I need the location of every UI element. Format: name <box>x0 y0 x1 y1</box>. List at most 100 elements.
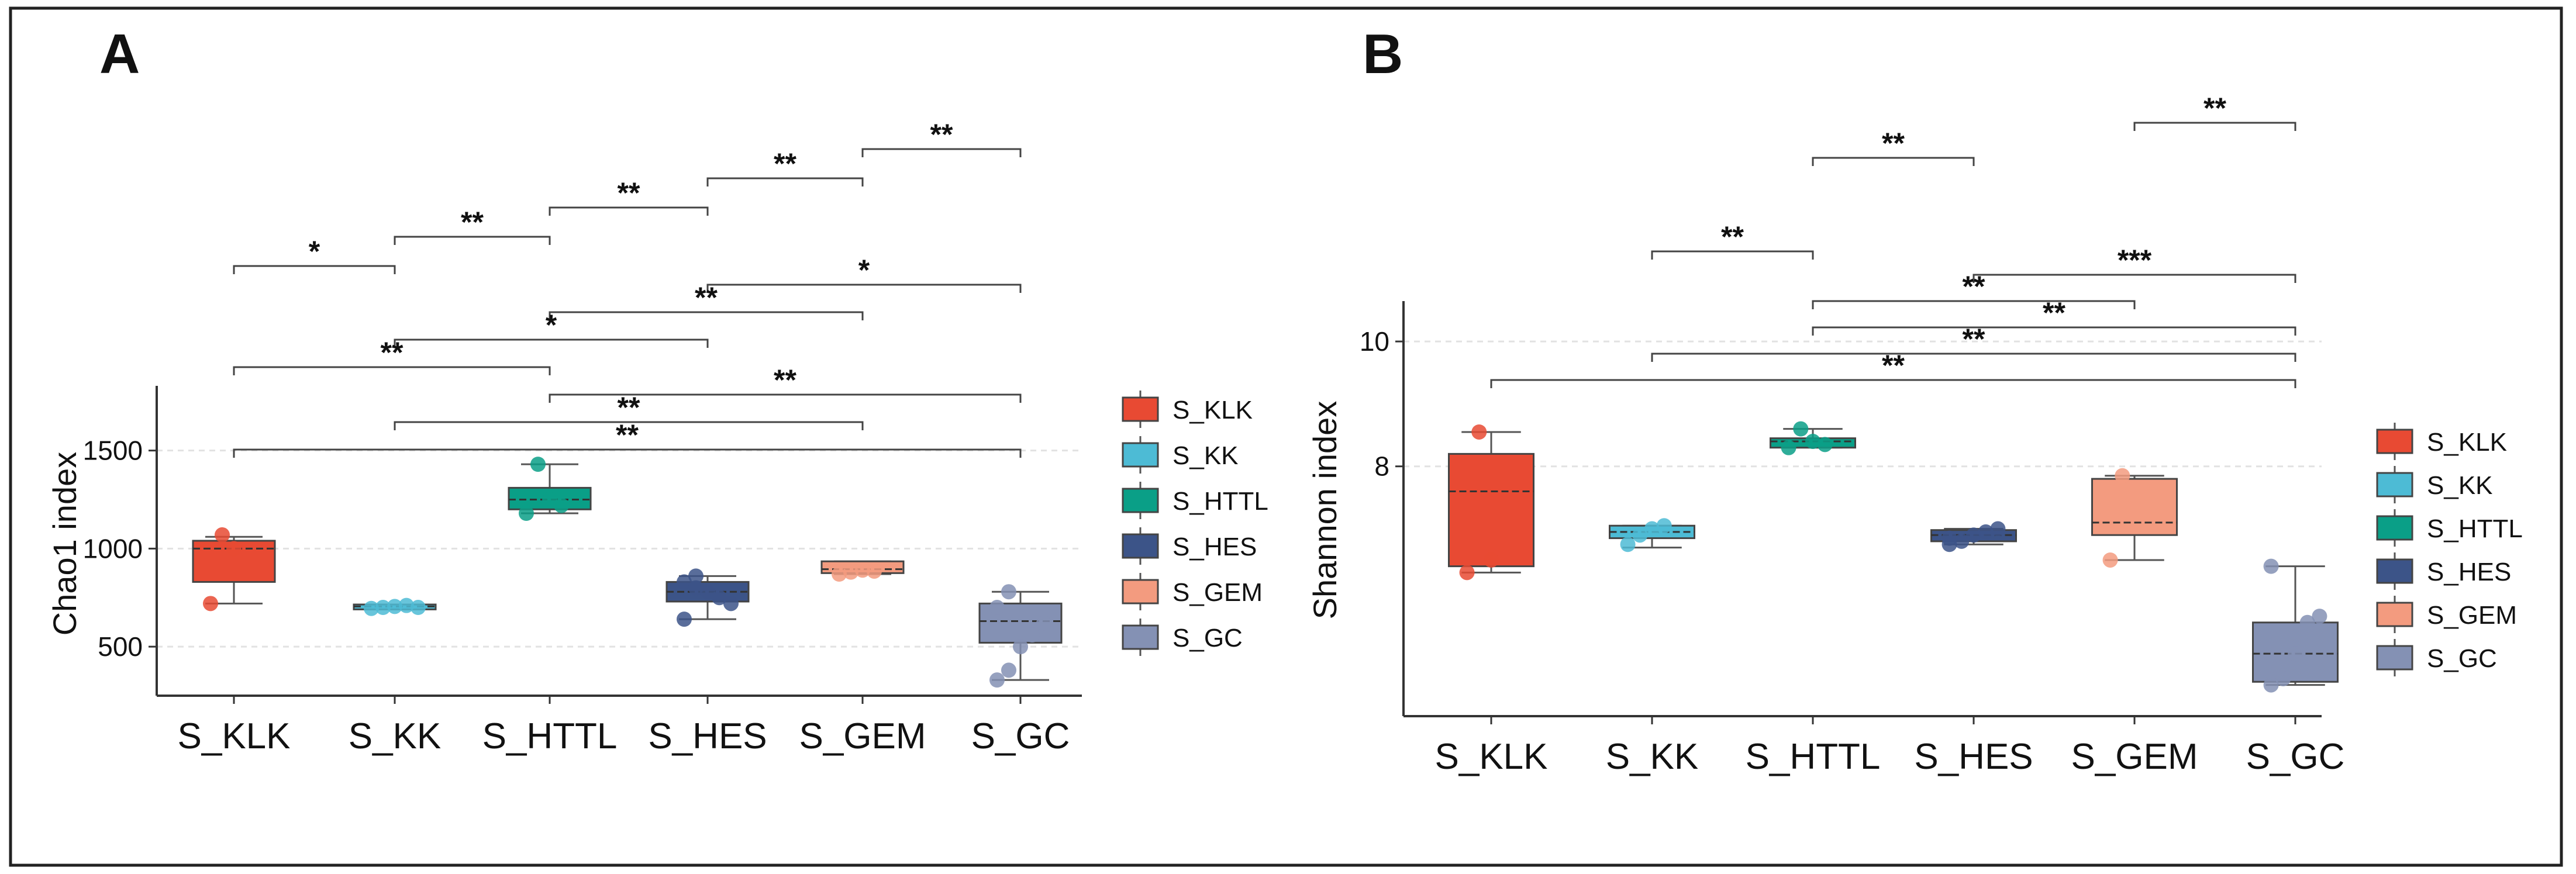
legend-key <box>1122 396 1159 422</box>
bracket-line <box>1812 326 2296 336</box>
significance-bracket: * <box>394 309 709 348</box>
x-tick-label: S_HES <box>1914 737 2033 777</box>
data-point <box>519 506 534 521</box>
x-tick-label: S_HTTL <box>1746 737 1881 777</box>
bracket-line <box>233 265 396 274</box>
panel-b: B 8 10 Shannon index S_KLK S_KK S_HTTL S_HES S_G… <box>1306 23 2523 777</box>
data-point <box>1781 440 1796 455</box>
data-point <box>843 564 858 580</box>
significance-label: ** <box>381 336 404 369</box>
bracket-line <box>549 393 1022 403</box>
legend-label: S_GC <box>1173 624 1243 652</box>
box-s-klk <box>1448 424 1534 581</box>
legend-item: S_HES <box>1122 527 1257 565</box>
significance-label: *** <box>2118 244 2152 277</box>
data-point <box>989 672 1005 688</box>
x-tick-label: S_GEM <box>2071 737 2198 777</box>
data-point <box>867 563 882 579</box>
y-tick-label: 1500 <box>83 436 143 466</box>
significance-label: ** <box>461 206 484 239</box>
box-s-httl <box>508 457 592 521</box>
significance-label: ** <box>774 364 796 396</box>
legend-label: S_GC <box>2427 644 2497 673</box>
significance-label: * <box>858 254 870 286</box>
legend-label: S_KLK <box>1173 396 1253 424</box>
significance-bracket: ** <box>549 177 709 216</box>
data-point <box>855 562 870 578</box>
data-point <box>387 599 402 614</box>
significance-label: ** <box>930 118 953 151</box>
data-point <box>2312 609 2327 624</box>
legend-label: S_HTTL <box>1173 487 1268 516</box>
box-s-gem <box>2091 468 2178 568</box>
bracket-line <box>1972 274 2296 283</box>
legend-key <box>2376 472 2413 498</box>
significance-label: ** <box>774 147 796 180</box>
data-point <box>1459 565 1475 581</box>
bracket-line <box>1812 157 1975 166</box>
data-point <box>1966 527 1981 543</box>
data-point <box>677 612 692 627</box>
data-point <box>1632 527 1648 543</box>
legend-key <box>2376 645 2413 671</box>
panel-letter: B <box>1363 23 1403 85</box>
data-point <box>688 568 704 584</box>
data-point <box>1013 639 1028 655</box>
data-point <box>2299 614 2315 630</box>
bracket-line <box>1651 353 2296 362</box>
significance-label: ** <box>1882 127 1905 160</box>
data-point <box>832 566 847 582</box>
box-s-kk <box>1609 518 1695 552</box>
data-point <box>2102 552 2118 568</box>
data-point <box>1793 421 1809 437</box>
legend-label: S_HTTL <box>2427 514 2523 543</box>
bracket-line <box>1490 379 2296 388</box>
data-point <box>723 596 739 612</box>
significance-bracket: ** <box>233 336 551 375</box>
bracket-line <box>549 206 709 216</box>
legend-item: S_GC <box>1122 619 1243 656</box>
data-point <box>1954 533 1970 549</box>
x-tick-label: S_HTTL <box>482 716 618 756</box>
data-point <box>712 590 727 606</box>
legend-item: S_GC <box>2376 639 2497 676</box>
significance-bracket: ** <box>1812 296 2296 336</box>
legend-label: S_GEM <box>1173 578 1263 607</box>
x-tick-label: S_HES <box>648 716 767 756</box>
bracket-line <box>706 177 864 186</box>
data-point <box>700 584 715 600</box>
legend-key <box>2376 515 2413 541</box>
data-point <box>542 492 557 507</box>
y-tick-label: 10 <box>1360 326 1389 357</box>
y-axis-label: Shannon index <box>1306 401 1343 620</box>
legend-item: S_HTTL <box>1122 482 1268 519</box>
bracket-line <box>2133 122 2296 131</box>
data-point <box>1978 524 1994 540</box>
significance-label: ** <box>616 419 639 451</box>
data-point <box>1001 584 1016 600</box>
significance-bracket: ** <box>549 364 1022 403</box>
panel-letter: A <box>99 23 140 85</box>
data-point <box>203 596 218 612</box>
data-point <box>2263 677 2279 693</box>
legend-key <box>2376 429 2413 454</box>
legend-label: S_KLK <box>2427 428 2507 457</box>
significance-label: ** <box>695 281 718 314</box>
box-s-gc <box>2252 558 2339 693</box>
x-tick-label: S_KK <box>349 716 442 756</box>
significance-bracket: ** <box>1651 220 1814 260</box>
data-point <box>688 580 704 596</box>
legend-label: S_GEM <box>2427 601 2517 630</box>
x-tick-label: S_KK <box>1606 737 1699 777</box>
data-point <box>399 597 414 613</box>
significance-bracket: ** <box>1812 270 2136 309</box>
data-point <box>1805 434 1820 449</box>
data-point <box>226 541 242 557</box>
data-point <box>1817 437 1833 452</box>
legend-key <box>1122 579 1159 604</box>
x-tick-label: S_KLK <box>1434 737 1547 777</box>
bracket-line <box>394 421 864 430</box>
data-point <box>1001 662 1016 678</box>
